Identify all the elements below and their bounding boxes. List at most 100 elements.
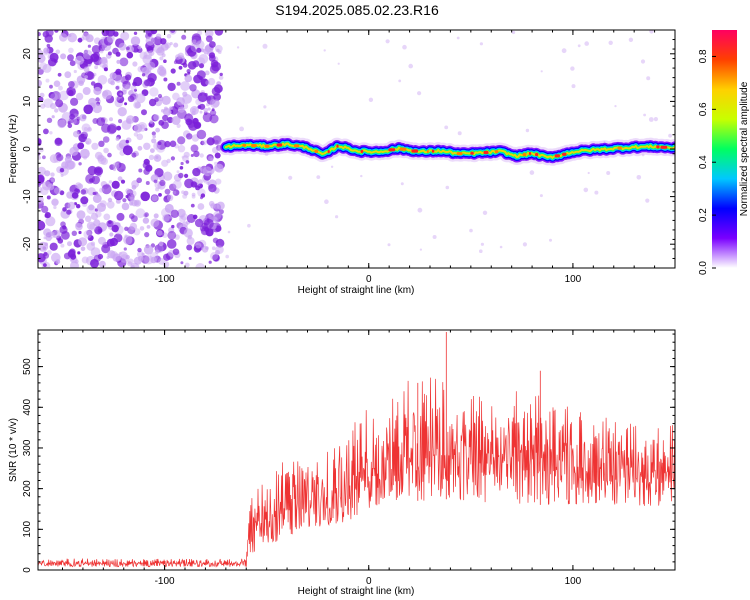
noise-blob bbox=[136, 133, 144, 141]
noise-blob bbox=[182, 62, 188, 68]
noise-blob bbox=[173, 42, 179, 48]
noise-blob bbox=[145, 30, 155, 36]
noise-blob bbox=[76, 204, 81, 209]
noise-blob bbox=[73, 69, 77, 74]
noise-blob bbox=[157, 141, 162, 146]
noise-blob bbox=[194, 218, 204, 228]
ridge-peak bbox=[336, 144, 339, 148]
sparse-point bbox=[456, 36, 460, 40]
noise-blob bbox=[45, 78, 50, 83]
noise-blob bbox=[159, 179, 166, 187]
noise-blob bbox=[46, 250, 52, 255]
x-tick-label: -100 bbox=[155, 576, 175, 587]
noise-blob bbox=[61, 112, 72, 122]
noise-blob bbox=[85, 34, 94, 43]
noise-blob bbox=[64, 71, 72, 79]
spectrogram-noise-region bbox=[38, 30, 225, 268]
noise-blob bbox=[98, 140, 105, 147]
noise-blob bbox=[144, 255, 154, 265]
noise-blob bbox=[61, 231, 70, 240]
noise-blob bbox=[170, 156, 175, 161]
sparse-point bbox=[402, 44, 407, 50]
y-tick-label: 100 bbox=[22, 521, 33, 538]
noise-blob bbox=[49, 242, 58, 251]
noise-blob bbox=[151, 131, 156, 136]
noise-blob bbox=[143, 158, 150, 165]
sparse-point bbox=[645, 198, 650, 203]
noise-blob bbox=[53, 205, 57, 210]
noise-blob bbox=[60, 221, 66, 227]
noise-blob bbox=[73, 130, 80, 138]
sparse-point bbox=[368, 97, 374, 103]
noise-blob bbox=[80, 148, 90, 159]
noise-blob bbox=[153, 154, 162, 162]
noise-blob bbox=[98, 236, 106, 245]
sparse-point bbox=[653, 117, 659, 122]
sparse-point bbox=[479, 42, 483, 46]
noise-blob bbox=[143, 245, 154, 255]
noise-blob bbox=[46, 117, 53, 124]
noise-blob bbox=[208, 214, 212, 218]
noise-blob bbox=[148, 98, 157, 107]
noise-blob bbox=[54, 137, 63, 145]
noise-blob bbox=[136, 177, 142, 184]
spectrogram-sparse-points bbox=[225, 30, 672, 259]
noise-blob bbox=[156, 33, 162, 39]
noise-blob bbox=[203, 107, 209, 113]
noise-blob bbox=[55, 49, 61, 55]
noise-blob bbox=[67, 249, 76, 258]
noise-blob bbox=[196, 129, 207, 140]
noise-blob bbox=[195, 40, 205, 50]
noise-blob bbox=[176, 81, 181, 86]
sparse-point bbox=[239, 126, 245, 132]
noise-blob bbox=[74, 55, 85, 65]
chart-title: S194.2025.085.02.23.R16 bbox=[275, 2, 439, 18]
noise-blob bbox=[78, 162, 82, 166]
noise-blob bbox=[78, 230, 82, 235]
noise-blob bbox=[164, 188, 171, 195]
noise-blob bbox=[207, 77, 216, 86]
noise-blob bbox=[58, 85, 63, 91]
noise-blob bbox=[161, 109, 165, 113]
ridge-peak bbox=[360, 149, 364, 154]
noise-blob bbox=[149, 252, 159, 261]
noise-blob bbox=[166, 33, 172, 39]
noise-blob bbox=[164, 42, 171, 49]
noise-blob bbox=[116, 212, 125, 221]
noise-blob bbox=[200, 196, 203, 200]
noise-blob bbox=[116, 59, 121, 64]
sparse-point bbox=[499, 245, 503, 249]
noise-blob bbox=[175, 54, 181, 60]
sparse-point bbox=[549, 238, 552, 242]
noise-blob bbox=[50, 103, 57, 110]
noise-blob bbox=[43, 50, 49, 56]
noise-blob bbox=[60, 174, 64, 177]
noise-blob bbox=[183, 228, 193, 238]
spectrogram-x-label: Height of straight line (km) bbox=[298, 285, 415, 296]
noise-blob bbox=[162, 214, 170, 222]
ridge-peak bbox=[470, 151, 474, 155]
noise-blob bbox=[80, 189, 87, 195]
sparse-point bbox=[649, 30, 654, 34]
noise-blob bbox=[147, 73, 157, 83]
noise-blob bbox=[77, 251, 81, 255]
noise-blob bbox=[218, 75, 224, 80]
y-tick-label: 400 bbox=[22, 399, 33, 416]
noise-blob bbox=[67, 241, 72, 247]
noise-blob bbox=[40, 103, 46, 109]
noise-blob bbox=[87, 44, 91, 48]
sparse-point bbox=[561, 48, 567, 54]
x-tick-label: 0 bbox=[366, 274, 372, 285]
noise-blob bbox=[116, 95, 125, 104]
noise-blob bbox=[103, 213, 111, 221]
ridge-peak bbox=[264, 144, 270, 148]
noise-blob bbox=[38, 79, 42, 87]
noise-blob bbox=[163, 171, 173, 181]
noise-blob bbox=[107, 77, 115, 85]
colorbar-label: Normalized spectral amplitude bbox=[739, 81, 750, 216]
noise-blob bbox=[153, 179, 158, 184]
noise-blob bbox=[66, 209, 72, 215]
noise-blob bbox=[200, 48, 205, 53]
noise-blob bbox=[214, 30, 224, 36]
noise-blob bbox=[79, 114, 87, 122]
